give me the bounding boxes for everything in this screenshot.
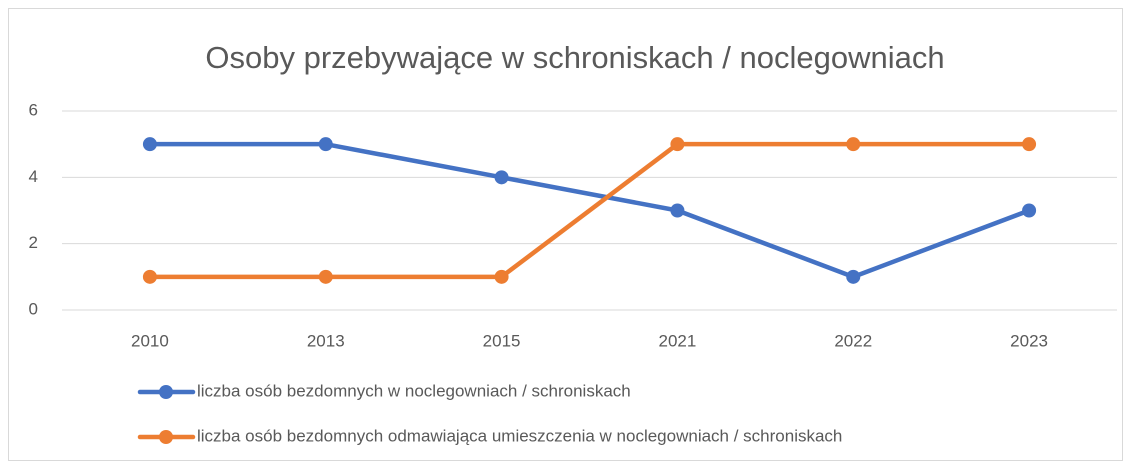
data-point: [670, 203, 685, 218]
data-point: [846, 269, 861, 284]
chart-border: [8, 8, 1123, 461]
data-point: [1022, 203, 1037, 218]
x-tick-label: 2023: [1010, 331, 1048, 350]
x-tick-label: 2010: [131, 331, 169, 350]
x-tick-label: 2015: [483, 331, 521, 350]
data-point: [318, 269, 333, 284]
x-tick-label: 2021: [659, 331, 697, 350]
series-line: [147, 141, 1032, 280]
y-tick-label: 4: [29, 167, 38, 186]
chart-title: Osoby przebywające w schroniskach / nocl…: [205, 40, 944, 75]
legend-marker: [159, 430, 173, 444]
legend-label: liczba osób bezdomnych w noclegowniach /…: [197, 381, 631, 400]
data-point: [1022, 137, 1037, 152]
x-tick-label: 2022: [834, 331, 872, 350]
data-point: [670, 137, 685, 152]
data-point: [846, 137, 861, 152]
data-point: [318, 137, 333, 152]
data-point: [494, 269, 509, 284]
legend-label: liczba osób bezdomnych odmawiająca umies…: [197, 426, 842, 445]
series-line: [147, 141, 1032, 280]
y-tick-label: 0: [29, 299, 38, 318]
data-point: [142, 137, 157, 152]
legend-marker: [159, 385, 173, 399]
data-point: [142, 269, 157, 284]
y-tick-label: 2: [29, 233, 38, 252]
y-tick-label: 6: [29, 100, 38, 119]
data-point: [494, 170, 509, 185]
x-tick-label: 2013: [307, 331, 345, 350]
